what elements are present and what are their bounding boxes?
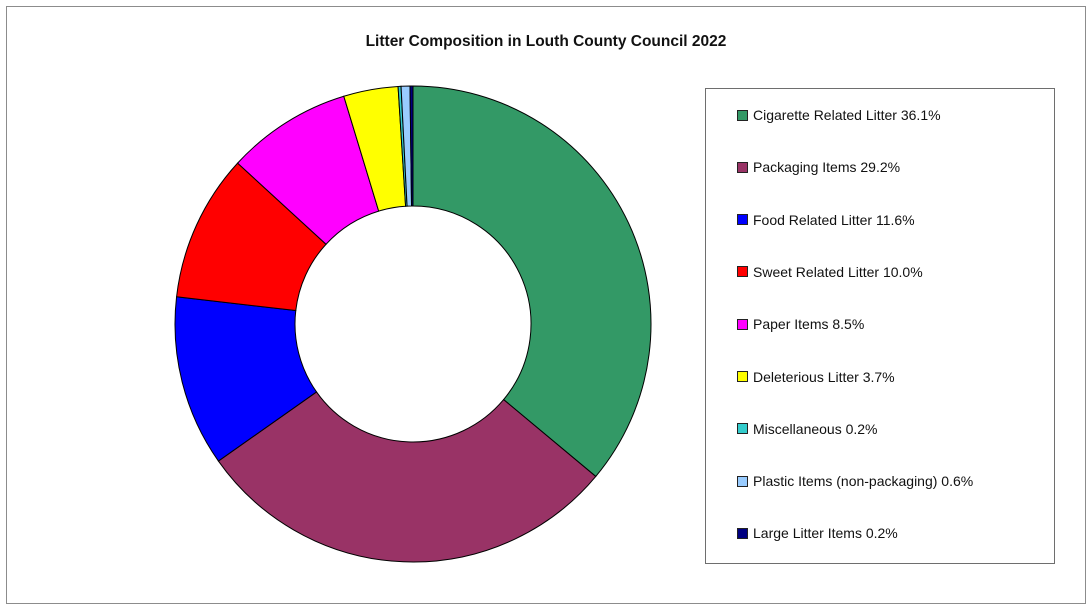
donut-slice-8 <box>409 85 414 207</box>
legend-label-4: Paper Items 8.5% <box>753 316 865 333</box>
legend-item-7: Plastic Items (non-packaging) 0.6% <box>737 471 973 491</box>
legend-label-3: Sweet Related Litter 10.0% <box>753 263 923 280</box>
legend-item-0: Cigarette Related Litter 36.1% <box>737 105 941 125</box>
legend-item-1: Packaging Items 29.2% <box>737 157 900 177</box>
legend-swatch-0 <box>737 109 748 121</box>
legend-swatch-7 <box>737 475 748 487</box>
legend-item-8: Large Litter Items 0.2% <box>737 523 898 543</box>
legend-label-5: Deleterious Litter 3.7% <box>753 368 895 385</box>
chart-legend: Cigarette Related Litter 36.1% Packaging … <box>705 88 1055 564</box>
donut-slice-0 <box>412 85 652 478</box>
legend-label-0: Cigarette Related Litter 36.1% <box>753 107 941 123</box>
legend-swatch-5 <box>737 371 748 382</box>
legend-label-2: Food Related Litter 11.6% <box>753 211 915 228</box>
legend-swatch-2 <box>737 214 748 226</box>
legend-label-7: Plastic Items (non-packaging) 0.6% <box>753 473 974 490</box>
chart-title: Litter Composition in Louth County Counc… <box>365 33 727 50</box>
legend-label-1: Packaging Items 29.2% <box>753 159 901 176</box>
legend-item-2: Food Related Litter 11.6% <box>737 210 915 230</box>
legend-swatch-6 <box>737 423 748 435</box>
legend-swatch-1 <box>737 161 748 173</box>
legend-item-6: Miscellaneous 0.2% <box>737 419 878 439</box>
legend-swatch-4 <box>737 318 748 330</box>
legend-item-3: Sweet Related Litter 10.0% <box>737 262 923 282</box>
donut-slice-1 <box>217 391 597 563</box>
legend-item-5: Deleterious Litter 3.7% <box>737 367 895 387</box>
legend-swatch-8 <box>737 527 748 539</box>
legend-label-8: Large Litter Items 0.2% <box>753 525 898 542</box>
legend-label-6: Miscellaneous 0.2% <box>753 420 878 437</box>
legend-item-4: Paper Items 8.5% <box>737 314 864 334</box>
legend-swatch-3 <box>737 266 748 278</box>
